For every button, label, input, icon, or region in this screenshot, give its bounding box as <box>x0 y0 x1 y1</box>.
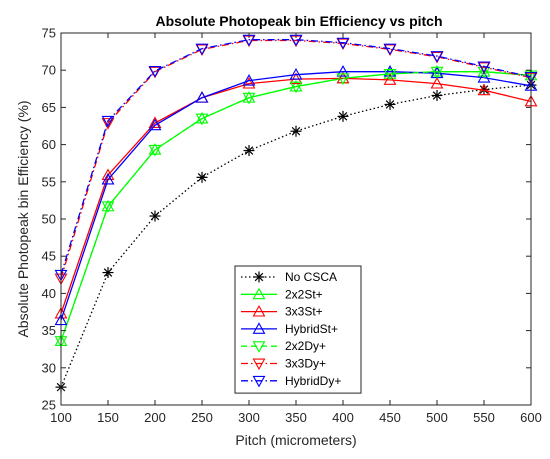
series-line-HybridSt+ <box>60 71 532 321</box>
legend-label-2x2Dy+: 2x2Dy+ <box>285 339 326 353</box>
data-point-3x3Dy+-150 <box>101 118 115 130</box>
legend-label-2x2St+: 2x2St+ <box>285 287 323 301</box>
series-line-2x2Dy+ <box>60 71 532 342</box>
legend-label-HybridSt+: HybridSt+ <box>285 322 338 336</box>
series-line-HybridDy+ <box>60 39 532 275</box>
y-tick-label: 30 <box>42 360 56 375</box>
y-tick-label: 70 <box>42 63 56 78</box>
x-axis-label: Pitch (micrometers) <box>235 432 356 448</box>
legend-entry-2x2St+: 2x2St+ <box>241 287 323 301</box>
y-tick-label: 40 <box>42 286 56 301</box>
data-point-HybridDy+-550 <box>477 61 491 74</box>
x-tick-label: 400 <box>332 410 354 425</box>
data-point-3x3St+-300 <box>242 76 256 89</box>
data-point-2x2Dy+-250 <box>195 113 209 126</box>
legend-entry-HybridDy+: HybridDy+ <box>241 374 341 388</box>
series-line-No CSCA <box>60 84 532 388</box>
x-tick-label: 350 <box>285 410 307 425</box>
legend-label-3x3St+: 3x3St+ <box>285 305 323 319</box>
data-point-2x2Dy+-300 <box>242 92 256 105</box>
legend-marker-2x2Dy+ <box>252 341 266 353</box>
y-tick-label: 50 <box>42 212 56 227</box>
legend-marker-HybridSt+ <box>252 322 266 334</box>
data-point-HybridDy+-500 <box>430 51 444 63</box>
series-layer <box>54 34 538 393</box>
x-tick-label: 100 <box>50 410 72 425</box>
data-point-HybridSt+-150 <box>101 172 115 185</box>
x-tick-label: 600 <box>520 410 542 425</box>
x-tick-label: 550 <box>473 410 495 425</box>
y-tick-label: 45 <box>42 249 56 264</box>
data-point-HybridSt+-550 <box>477 71 491 83</box>
data-point-No CSCA-500 <box>431 89 443 101</box>
data-point-HybridDy+-200 <box>148 65 162 78</box>
legend-entry-No CSCA: No CSCA <box>241 270 337 284</box>
data-point-HybridDy+-450 <box>383 43 397 56</box>
data-point-HybridSt+-350 <box>289 68 303 80</box>
data-point-HybridSt+-400 <box>336 65 350 77</box>
data-point-HybridSt+-250 <box>195 91 209 103</box>
legend-marker-HybridDy+ <box>252 375 266 388</box>
legend-marker-3x3St+ <box>252 304 266 317</box>
x-tick-label: 300 <box>238 410 260 425</box>
data-point-No CSCA-350 <box>290 125 302 137</box>
data-point-HybridDy+-250 <box>195 43 209 56</box>
legend-entry-HybridSt+: HybridSt+ <box>241 322 338 336</box>
y-tick-label: 25 <box>42 398 56 413</box>
data-point-No CSCA-250 <box>196 171 208 183</box>
legend: No CSCA 2x2St+ 3x3St+ HybridSt+ 2x2Dy+ 3x3Dy+… <box>234 265 362 394</box>
chart-title: Absolute Photopeak bin Efficiency vs pit… <box>155 13 442 29</box>
x-tick-label: 250 <box>191 410 213 425</box>
data-point-2x2Dy+-500 <box>430 66 444 79</box>
data-point-No CSCA-300 <box>243 145 255 157</box>
data-point-HybridDy+-150 <box>101 115 115 128</box>
legend-entry-3x3Dy+: 3x3Dy+ <box>241 357 326 371</box>
legend-marker-No CSCA <box>253 271 265 283</box>
x-tick-label: 450 <box>379 410 401 425</box>
legend-marker-2x2St+ <box>252 287 266 300</box>
data-point-No CSCA-400 <box>337 110 349 122</box>
data-point-2x2Dy+-200 <box>148 144 162 157</box>
data-point-3x3St+-500 <box>430 76 444 89</box>
y-tick-label: 75 <box>42 26 56 41</box>
data-point-HybridDy+-400 <box>336 37 350 50</box>
data-point-HybridSt+-450 <box>383 65 397 77</box>
axes-layer: 100 150 200 250 300 350 400 450 500 550 600 25 30 35 4… <box>42 26 542 426</box>
y-tick-label: 55 <box>42 174 56 189</box>
data-point-No CSCA-150 <box>102 267 114 279</box>
y-tick-label: 60 <box>42 137 56 152</box>
y-axis-label: Absolute Photopeak bin Efficiency (%) <box>15 100 31 337</box>
data-point-No CSCA-200 <box>149 210 161 222</box>
legend-entry-3x3St+: 3x3St+ <box>241 305 323 319</box>
y-tick-label: 65 <box>42 100 56 115</box>
data-point-2x2Dy+-450 <box>383 68 397 81</box>
data-point-2x2Dy+-150 <box>101 201 115 213</box>
series-line-3x3Dy+ <box>60 39 532 279</box>
data-point-HybridSt+-200 <box>148 118 162 131</box>
legend-label-HybridDy+: HybridDy+ <box>285 374 341 388</box>
legend-label-3x3Dy+: 3x3Dy+ <box>285 357 326 371</box>
data-point-2x2Dy+-350 <box>289 81 303 94</box>
y-tick-label: 35 <box>42 323 56 338</box>
data-point-2x2Dy+-400 <box>336 73 350 86</box>
x-tick-label: 150 <box>97 410 119 425</box>
legend-label-No CSCA: No CSCA <box>285 270 337 284</box>
data-point-HybridSt+-300 <box>242 73 256 86</box>
x-tick-label: 200 <box>144 410 166 425</box>
legend-marker-3x3Dy+ <box>252 358 266 371</box>
data-point-3x3St+-450 <box>383 73 397 85</box>
x-tick-label: 500 <box>426 410 448 425</box>
data-point-3x3St+-550 <box>477 83 491 96</box>
data-point-No CSCA-450 <box>384 98 396 110</box>
data-point-3x3St+-200 <box>148 116 162 128</box>
legend-entry-2x2Dy+: 2x2Dy+ <box>241 339 326 353</box>
